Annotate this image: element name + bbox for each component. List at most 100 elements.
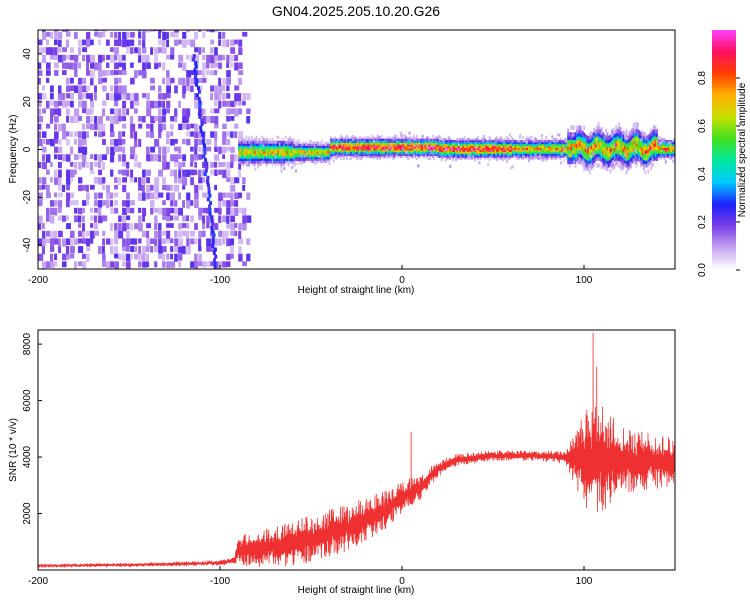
spectrogram-band-cell bbox=[268, 150, 271, 154]
spectrogram-cell bbox=[54, 116, 59, 123]
spectrogram-cell bbox=[198, 138, 203, 145]
spectrogram-band-cell bbox=[377, 153, 380, 157]
spectrogram-band-cell bbox=[654, 142, 657, 147]
spectrogram-cell bbox=[126, 207, 131, 214]
spectrogram-band-cell bbox=[245, 155, 248, 159]
spectrogram-cell bbox=[102, 85, 107, 92]
spectrogram-halo-cell bbox=[408, 131, 411, 135]
spectrogram-band-cell bbox=[415, 149, 418, 153]
spectrogram-cell bbox=[42, 230, 46, 239]
spectrogram-band-cell bbox=[597, 121, 600, 127]
spectrogram-band-cell bbox=[584, 154, 587, 160]
spectrogram-cell bbox=[134, 223, 139, 230]
spectrogram-band-cell bbox=[284, 153, 287, 157]
spectrogram-band-cell bbox=[389, 146, 392, 149]
spectrogram-band-cell bbox=[271, 160, 274, 164]
spectrogram-band-cell bbox=[274, 143, 277, 147]
spectrogram-band-cell bbox=[558, 141, 561, 145]
spectrogram-cell bbox=[214, 123, 219, 129]
spectrogram-band-cell bbox=[278, 158, 281, 162]
spectrogram-band-cell bbox=[650, 142, 653, 147]
spectrogram-band-cell bbox=[389, 148, 392, 151]
spectrogram-band-cell bbox=[264, 155, 267, 159]
spectrogram-cell bbox=[46, 138, 51, 145]
spectrogram-band-cell bbox=[631, 135, 634, 140]
spectrogram-cell bbox=[82, 108, 87, 114]
spectrogram-band-cell bbox=[622, 140, 625, 146]
spectrogram-band-cell bbox=[405, 142, 408, 145]
spectrogram-band-cell bbox=[575, 143, 578, 148]
spectrogram-cell bbox=[206, 116, 211, 123]
spectrogram-band-cell bbox=[657, 139, 660, 143]
spectrogram-band-cell bbox=[423, 153, 425, 157]
spectrogram-cell bbox=[206, 215, 210, 224]
spectrogram-band-cell bbox=[439, 141, 441, 145]
spectrogram-cell bbox=[150, 30, 156, 32]
spectrogram-band-cell bbox=[504, 143, 507, 147]
spectrogram-cell bbox=[118, 62, 123, 68]
spectrogram-band-cell bbox=[501, 149, 504, 152]
spectrogram-band-cell bbox=[249, 158, 252, 162]
spectrogram-cell bbox=[122, 85, 127, 94]
spectrogram-band-cell bbox=[340, 136, 342, 139]
spectrogram-band-cell bbox=[385, 136, 388, 139]
spectrogram-band-cell bbox=[325, 154, 328, 158]
spectrogram-band-cell bbox=[316, 160, 319, 164]
spectrogram-cell bbox=[106, 70, 110, 76]
spectrogram-cell bbox=[218, 169, 223, 175]
spectrogram-band-cell bbox=[472, 153, 475, 156]
spectrogram-cell bbox=[42, 177, 47, 185]
spectrogram-cell bbox=[238, 246, 242, 254]
spectrogram-cell bbox=[50, 108, 55, 117]
spectrogram-band-cell bbox=[621, 149, 623, 154]
spectrogram-band-cell bbox=[608, 159, 610, 165]
spectrogram-band-cell bbox=[361, 138, 364, 141]
spectrogram-band-cell bbox=[270, 150, 273, 154]
spectrogram-band-cell bbox=[504, 141, 507, 145]
spectrogram-band-cell bbox=[360, 146, 363, 149]
spectrogram-band-cell bbox=[255, 135, 258, 139]
spectrogram-band-cell bbox=[456, 155, 459, 158]
spectrogram-cell bbox=[198, 215, 203, 221]
spectrogram-band-cell bbox=[612, 141, 615, 147]
spectrogram-band-cell bbox=[500, 155, 503, 158]
spectrogram-band-cell bbox=[437, 134, 440, 138]
spectrogram-band-cell bbox=[488, 149, 491, 152]
spectrogram-band-cell bbox=[629, 136, 632, 142]
spectrogram-band-cell bbox=[511, 139, 514, 143]
spectrogram-band-cell bbox=[609, 141, 612, 146]
spectrogram-band-cell bbox=[538, 157, 540, 160]
spectrogram-band-cell bbox=[628, 165, 631, 171]
spectrogram-band-cell bbox=[428, 142, 431, 145]
spectrogram-cell bbox=[126, 215, 131, 221]
spectrogram-band-cell bbox=[596, 163, 599, 168]
spectrogram-cell bbox=[166, 100, 171, 109]
spectrogram-band-cell bbox=[594, 157, 597, 162]
spectrogram-band-cell bbox=[663, 151, 666, 154]
spectrogram-band-cell bbox=[465, 151, 468, 154]
spectrogram-cell bbox=[134, 177, 138, 183]
spectrogram-band-cell bbox=[428, 157, 431, 161]
spectrogram-band-cell bbox=[568, 149, 571, 154]
spectrogram-band-cell bbox=[561, 149, 564, 152]
spectrogram-band-cell bbox=[487, 151, 489, 154]
spectrogram-band-cell bbox=[622, 147, 625, 152]
spectrogram-band-cell bbox=[382, 148, 385, 151]
spectrogram-band-cell bbox=[446, 157, 449, 160]
spectrogram-cell bbox=[174, 253, 178, 262]
spectrogram-band-cell bbox=[396, 153, 399, 157]
spectrogram-band-cell bbox=[622, 137, 625, 142]
spectrogram-band-cell bbox=[501, 159, 504, 162]
spectrogram-band-cell bbox=[446, 155, 449, 158]
spectrogram-band-cell bbox=[517, 141, 520, 145]
spectrogram-band-cell bbox=[654, 156, 657, 161]
spectrogram-band-cell bbox=[361, 148, 364, 151]
spectrogram-cell bbox=[114, 192, 119, 198]
spectrogram-cell bbox=[218, 192, 224, 201]
spectrogram-band-cell bbox=[498, 138, 501, 141]
spectrogram-cell bbox=[186, 238, 190, 247]
spectrogram-band-cell bbox=[507, 139, 510, 143]
spectrogram-band-cell bbox=[265, 160, 268, 164]
spectrogram-streak-cell bbox=[207, 190, 211, 195]
spectrogram-band-cell bbox=[481, 138, 484, 141]
